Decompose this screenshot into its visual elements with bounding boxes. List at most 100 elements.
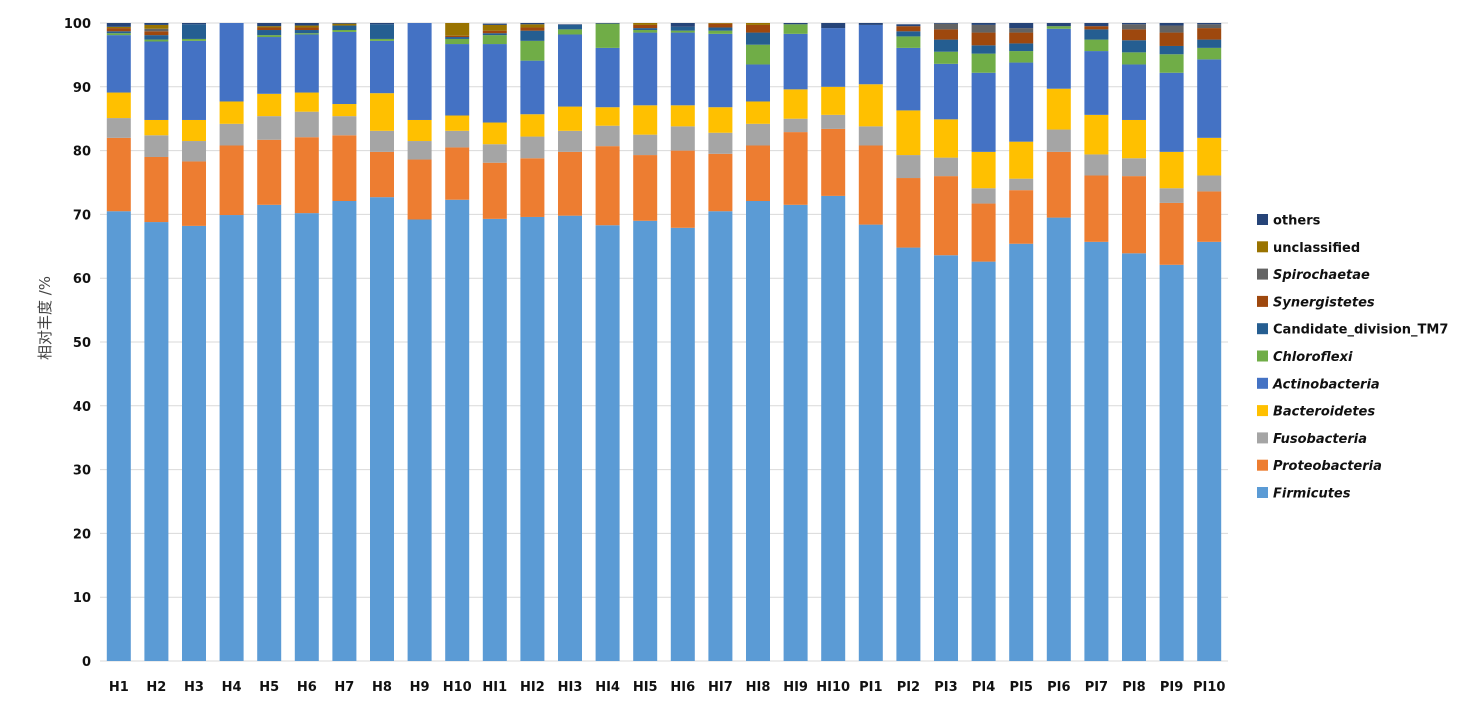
bar-segment <box>182 38 206 41</box>
bar-segment <box>595 23 620 24</box>
bar-segment <box>144 222 169 661</box>
bar-segment <box>1197 191 1222 242</box>
bar-segment <box>445 44 470 116</box>
bar-segment <box>257 27 282 31</box>
x-tick-label: H5 <box>259 680 279 695</box>
bar-segment <box>294 27 319 31</box>
bar-segment <box>783 23 808 25</box>
bar-segment <box>520 216 545 661</box>
bar-segment <box>708 211 733 661</box>
bar-segment <box>182 24 206 39</box>
bar-segment <box>670 150 695 228</box>
bar-segment <box>1084 114 1109 155</box>
x-tick-label: HI4 <box>595 680 620 695</box>
bar-segment <box>1084 29 1109 40</box>
bar-segment <box>144 35 169 40</box>
bar-segment <box>858 145 883 225</box>
bar-segment <box>370 93 394 131</box>
x-tick-label: PI4 <box>972 680 995 695</box>
legend-label: others <box>1273 214 1321 229</box>
x-tick-label: H3 <box>184 680 204 695</box>
bar-segment <box>520 114 545 137</box>
bar-segment <box>257 35 282 38</box>
bar-segment <box>896 31 921 37</box>
bar-segment <box>294 33 319 35</box>
bar-segment <box>1084 241 1109 662</box>
bar-segment <box>971 261 996 661</box>
x-tick-label: PI5 <box>1009 680 1032 695</box>
bar-segment <box>106 35 131 93</box>
bar-segment <box>520 136 545 159</box>
bar-segment <box>332 104 357 117</box>
bar-segment <box>934 51 958 64</box>
x-tick-label: HI9 <box>783 680 808 695</box>
bar-segment <box>1159 25 1184 33</box>
y-tick-label: 20 <box>73 527 91 542</box>
y-tick-label: 60 <box>73 272 91 287</box>
bar-segment <box>1009 51 1034 63</box>
bar-segment <box>1084 175 1109 242</box>
bar-segment <box>633 24 658 29</box>
bar-segment <box>482 162 507 219</box>
bar-segment <box>934 23 958 30</box>
bar-segment <box>219 123 244 146</box>
bar-segment <box>1122 24 1146 30</box>
y-tick-label: 10 <box>73 591 91 606</box>
bar-segment <box>1122 158 1146 177</box>
legend-swatch <box>1257 487 1268 498</box>
bar-segment <box>896 26 921 32</box>
bar-segment <box>1046 151 1071 218</box>
y-tick-label: 50 <box>73 336 91 351</box>
bar-segment <box>520 158 545 217</box>
bar-segment <box>332 23 357 24</box>
bar-segment <box>971 45 996 54</box>
bar-segment <box>896 178 921 248</box>
bar-segment <box>858 24 883 85</box>
bar-segment <box>1122 23 1146 25</box>
y-axis-label: 相对丰度 /% <box>36 276 54 360</box>
bar-segment <box>670 23 695 27</box>
bar-segment <box>1197 175 1222 192</box>
bar-segment <box>558 34 582 107</box>
bar-segment <box>370 24 394 39</box>
bar-segment <box>1159 72 1184 152</box>
bar-segment <box>896 24 921 27</box>
bar-segment <box>182 225 206 661</box>
bar-segment <box>1197 23 1222 25</box>
bar-segment <box>971 203 996 262</box>
y-tick-label: 40 <box>73 400 91 415</box>
bar-segment <box>896 155 921 179</box>
x-tick-label: HI6 <box>670 680 695 695</box>
legend-label: Firmicutes <box>1273 487 1351 502</box>
bar-segment <box>332 23 357 26</box>
bar-segment <box>858 224 883 661</box>
bar-segment <box>294 23 319 26</box>
bar-segment <box>106 23 131 27</box>
bar-segment <box>257 23 282 27</box>
bar-segment <box>1197 241 1222 662</box>
bar-segment <box>708 153 733 212</box>
bar-segment <box>708 23 733 28</box>
bar-segment <box>971 72 996 152</box>
bar-segment <box>1122 29 1146 41</box>
x-axis-ticks: H1 H2 H3 H4 H5 H6 H7 H8 H9 H10 HI1 HI2 HI3 HI4 HI5 HI6 H… <box>109 680 1226 695</box>
bar-segment <box>783 89 808 119</box>
bar-segment <box>595 146 620 226</box>
bar-segment <box>1197 24 1222 29</box>
x-tick-label: PI7 <box>1085 680 1108 695</box>
bar-segment <box>670 227 695 661</box>
bar-segment <box>370 151 394 198</box>
bar-segment <box>106 33 131 36</box>
bar-segment <box>257 37 282 94</box>
bar-segment <box>558 24 582 30</box>
bar-segment <box>1159 151 1184 189</box>
bar-segment <box>633 155 658 221</box>
bar-segment <box>633 32 658 106</box>
legend-label: Fusobacteria <box>1273 432 1367 447</box>
bar-segment <box>783 118 808 133</box>
legend-swatch <box>1257 295 1268 307</box>
bar-segment <box>1009 178 1034 191</box>
x-tick-label: PI3 <box>934 680 957 695</box>
bar-segment <box>633 105 658 135</box>
